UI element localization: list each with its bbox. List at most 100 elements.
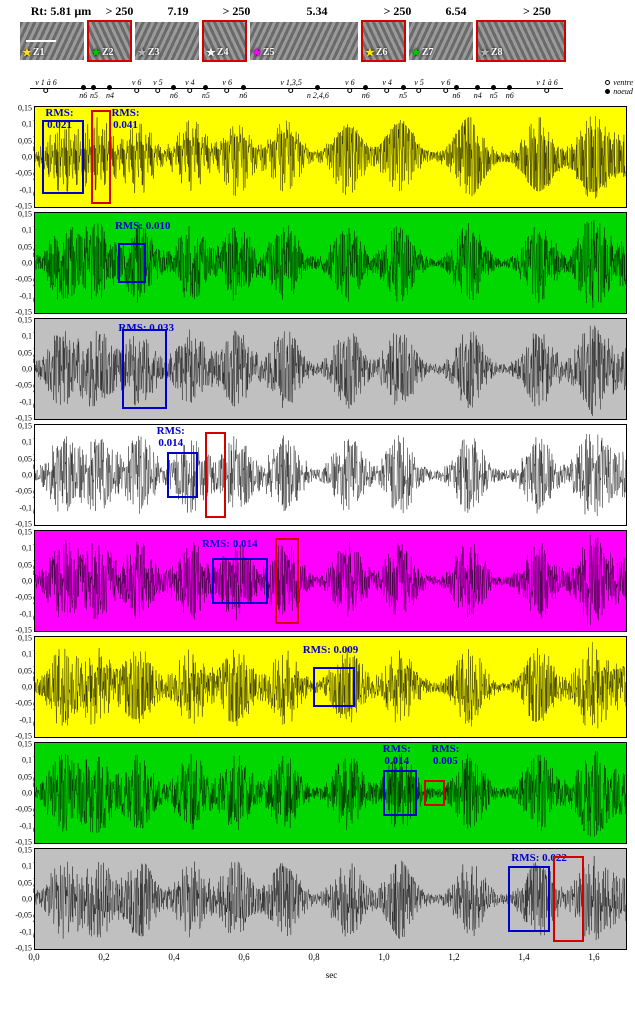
- y-tick: 0,1: [10, 544, 32, 553]
- ventre-point: v 1,3,5: [280, 78, 302, 94]
- zone-z7: ★Z7: [407, 20, 475, 62]
- panel-z1: Depl Laser Z1 (mm)0,150,10,050,0-0,05-0,…: [2, 104, 629, 210]
- x-tick: 1,6: [588, 952, 599, 962]
- noeud-point: n6: [79, 84, 87, 100]
- y-tick: -0,05: [10, 699, 32, 708]
- rms-label: RMS: 0.010: [115, 220, 171, 232]
- scale-bar: [26, 40, 56, 42]
- rt-value: > 250: [374, 4, 421, 19]
- noeud-point: n5: [202, 84, 210, 100]
- rt-value: 6.54: [421, 4, 491, 19]
- ventre-point: v 5: [153, 78, 163, 94]
- y-axis: Depl Laser Z4 (mm)0,150,10,050,0-0,05-0,…: [2, 422, 34, 528]
- y-tick: 0,15: [10, 104, 32, 113]
- plot-area: RMS: 0.022: [34, 848, 627, 950]
- figure-root: Rt: 5.81 µm> 2507.19> 2505.34> 2506.54> …: [0, 0, 635, 980]
- y-tick: 0,15: [10, 846, 32, 855]
- y-tick: -0,1: [10, 609, 32, 618]
- rms-label: RMS:0.005: [431, 743, 459, 767]
- zone-z1: ★Z1: [18, 20, 86, 62]
- y-tick: 0,1: [10, 120, 32, 129]
- legend-noeud: noeud: [613, 87, 633, 96]
- zone-label: ★Z1: [22, 46, 45, 59]
- zone-z6: ★Z6: [361, 20, 406, 62]
- y-tick: 0,1: [10, 438, 32, 447]
- zone-z4: ★Z4: [202, 20, 247, 62]
- y-tick: 0,0: [10, 259, 32, 268]
- y-tick: 0,05: [10, 666, 32, 675]
- y-tick: 0,15: [10, 740, 32, 749]
- y-tick: -0,05: [10, 275, 32, 284]
- y-tick: -0,05: [10, 805, 32, 814]
- noeud-point: n6: [506, 84, 514, 100]
- y-tick: -0,1: [10, 291, 32, 300]
- ventre-point: v 1 à 6: [536, 78, 558, 94]
- ventre-point: v 6: [345, 78, 355, 94]
- y-tick: 0,05: [10, 242, 32, 251]
- y-tick: 0,05: [10, 348, 32, 357]
- noeud-point: n5: [399, 84, 407, 100]
- ventre-point: v 4: [382, 78, 392, 94]
- y-tick: 0,1: [10, 332, 32, 341]
- panel-z4: Depl Laser Z4 (mm)0,150,10,050,0-0,05-0,…: [2, 422, 629, 528]
- x-tick: 0,4: [168, 952, 179, 962]
- ventre-point: v 6: [132, 78, 142, 94]
- zone-z2: ★Z2: [87, 20, 132, 62]
- y-tick: -0,1: [10, 821, 32, 830]
- zones-row: ★Z1★Z2★Z3★Z4★Z5★Z6★Z7★Z8: [18, 20, 617, 62]
- y-tick: 0,05: [10, 560, 32, 569]
- y-tick: -0,1: [10, 397, 32, 406]
- ventre-point: v 6: [441, 78, 451, 94]
- y-axis: Depl Laser Z8 (mm)0,150,10,050,0-0,05-0,…: [2, 846, 34, 952]
- plot-area: RMS: 0.033: [34, 318, 627, 420]
- y-axis: Depl Laser Z7 (mm)0,150,10,050,0-0,05-0,…: [2, 740, 34, 846]
- y-tick: 0,05: [10, 136, 32, 145]
- y-tick: -0,05: [10, 169, 32, 178]
- panel-z7: Depl Laser Z7 (mm)0,150,10,050,0-0,05-0,…: [2, 740, 629, 846]
- rt-value: 5.34: [260, 4, 374, 19]
- rms-label: RMS:0.014: [157, 425, 185, 449]
- rt-value: > 250: [96, 4, 143, 19]
- panel-z6: Depl Laser Z6 (mm)0,150,10,050,0-0,05-0,…: [2, 634, 629, 740]
- zone-label: ★Z3: [137, 46, 160, 59]
- y-axis: Depl Laser Z3 (mm)0,150,10,050,0-0,05-0,…: [2, 316, 34, 422]
- y-tick: -0,05: [10, 593, 32, 602]
- rms-label: RMS: 0.014: [202, 538, 258, 550]
- node-row: ventre noeud v 1 à 6 n6 n5 n4 v 6 v 5 n6 v 4 n5 v…: [0, 78, 635, 104]
- plot-area: RMS:0.014: [34, 424, 627, 526]
- y-axis: Depl Laser Z1 (mm)0,150,10,050,0-0,05-0,…: [2, 104, 34, 210]
- noeud-point: n5: [490, 84, 498, 100]
- noeud-point: n6: [170, 84, 178, 100]
- panel-z5: Depl Laser Z5 (mm)0,150,10,050,0-0,05-0,…: [2, 528, 629, 634]
- rms-label: RMS:0.021: [45, 107, 73, 131]
- x-tick: 1,0: [378, 952, 389, 962]
- panel-z8: Depl Laser Z8 (mm)0,150,10,050,0-0,05-0,…: [2, 846, 629, 952]
- ventre-point: v 4: [185, 78, 195, 94]
- x-axis: 0,00,20,40,60,81,01,21,41,6: [34, 952, 629, 968]
- y-tick: -0,05: [10, 381, 32, 390]
- y-axis: Depl Laser Z2 (mm)0,150,10,050,0-0,05-0,…: [2, 210, 34, 316]
- y-tick: 0,0: [10, 577, 32, 586]
- y-tick: 0,1: [10, 226, 32, 235]
- zone-z3: ★Z3: [133, 20, 201, 62]
- x-tick: 0,2: [98, 952, 109, 962]
- node-legend: ventre noeud: [605, 78, 633, 96]
- waveform: [35, 743, 626, 843]
- waveform: [35, 425, 626, 525]
- rt-value: > 250: [491, 4, 583, 19]
- y-tick: 0,1: [10, 650, 32, 659]
- noeud-point: n6: [452, 84, 460, 100]
- zone-z8: ★Z8: [476, 20, 566, 62]
- waveform: [35, 531, 626, 631]
- rms-label: RMS: 0.033: [118, 322, 174, 334]
- zone-label: ★Z7: [411, 46, 434, 59]
- plot-area: RMS:0.021RMS:0.041: [34, 106, 627, 208]
- y-tick: 0,1: [10, 862, 32, 871]
- x-tick: 1,2: [448, 952, 459, 962]
- y-axis: Depl Laser Z5 (mm)0,150,10,050,0-0,05-0,…: [2, 528, 34, 634]
- rt-value: Rt: 5.81 µm: [26, 4, 96, 19]
- rt-value: 7.19: [143, 4, 213, 19]
- noeud-point: n4: [474, 84, 482, 100]
- x-tick: 0,0: [28, 952, 39, 962]
- ventre-point: v 1 à 6: [35, 78, 57, 94]
